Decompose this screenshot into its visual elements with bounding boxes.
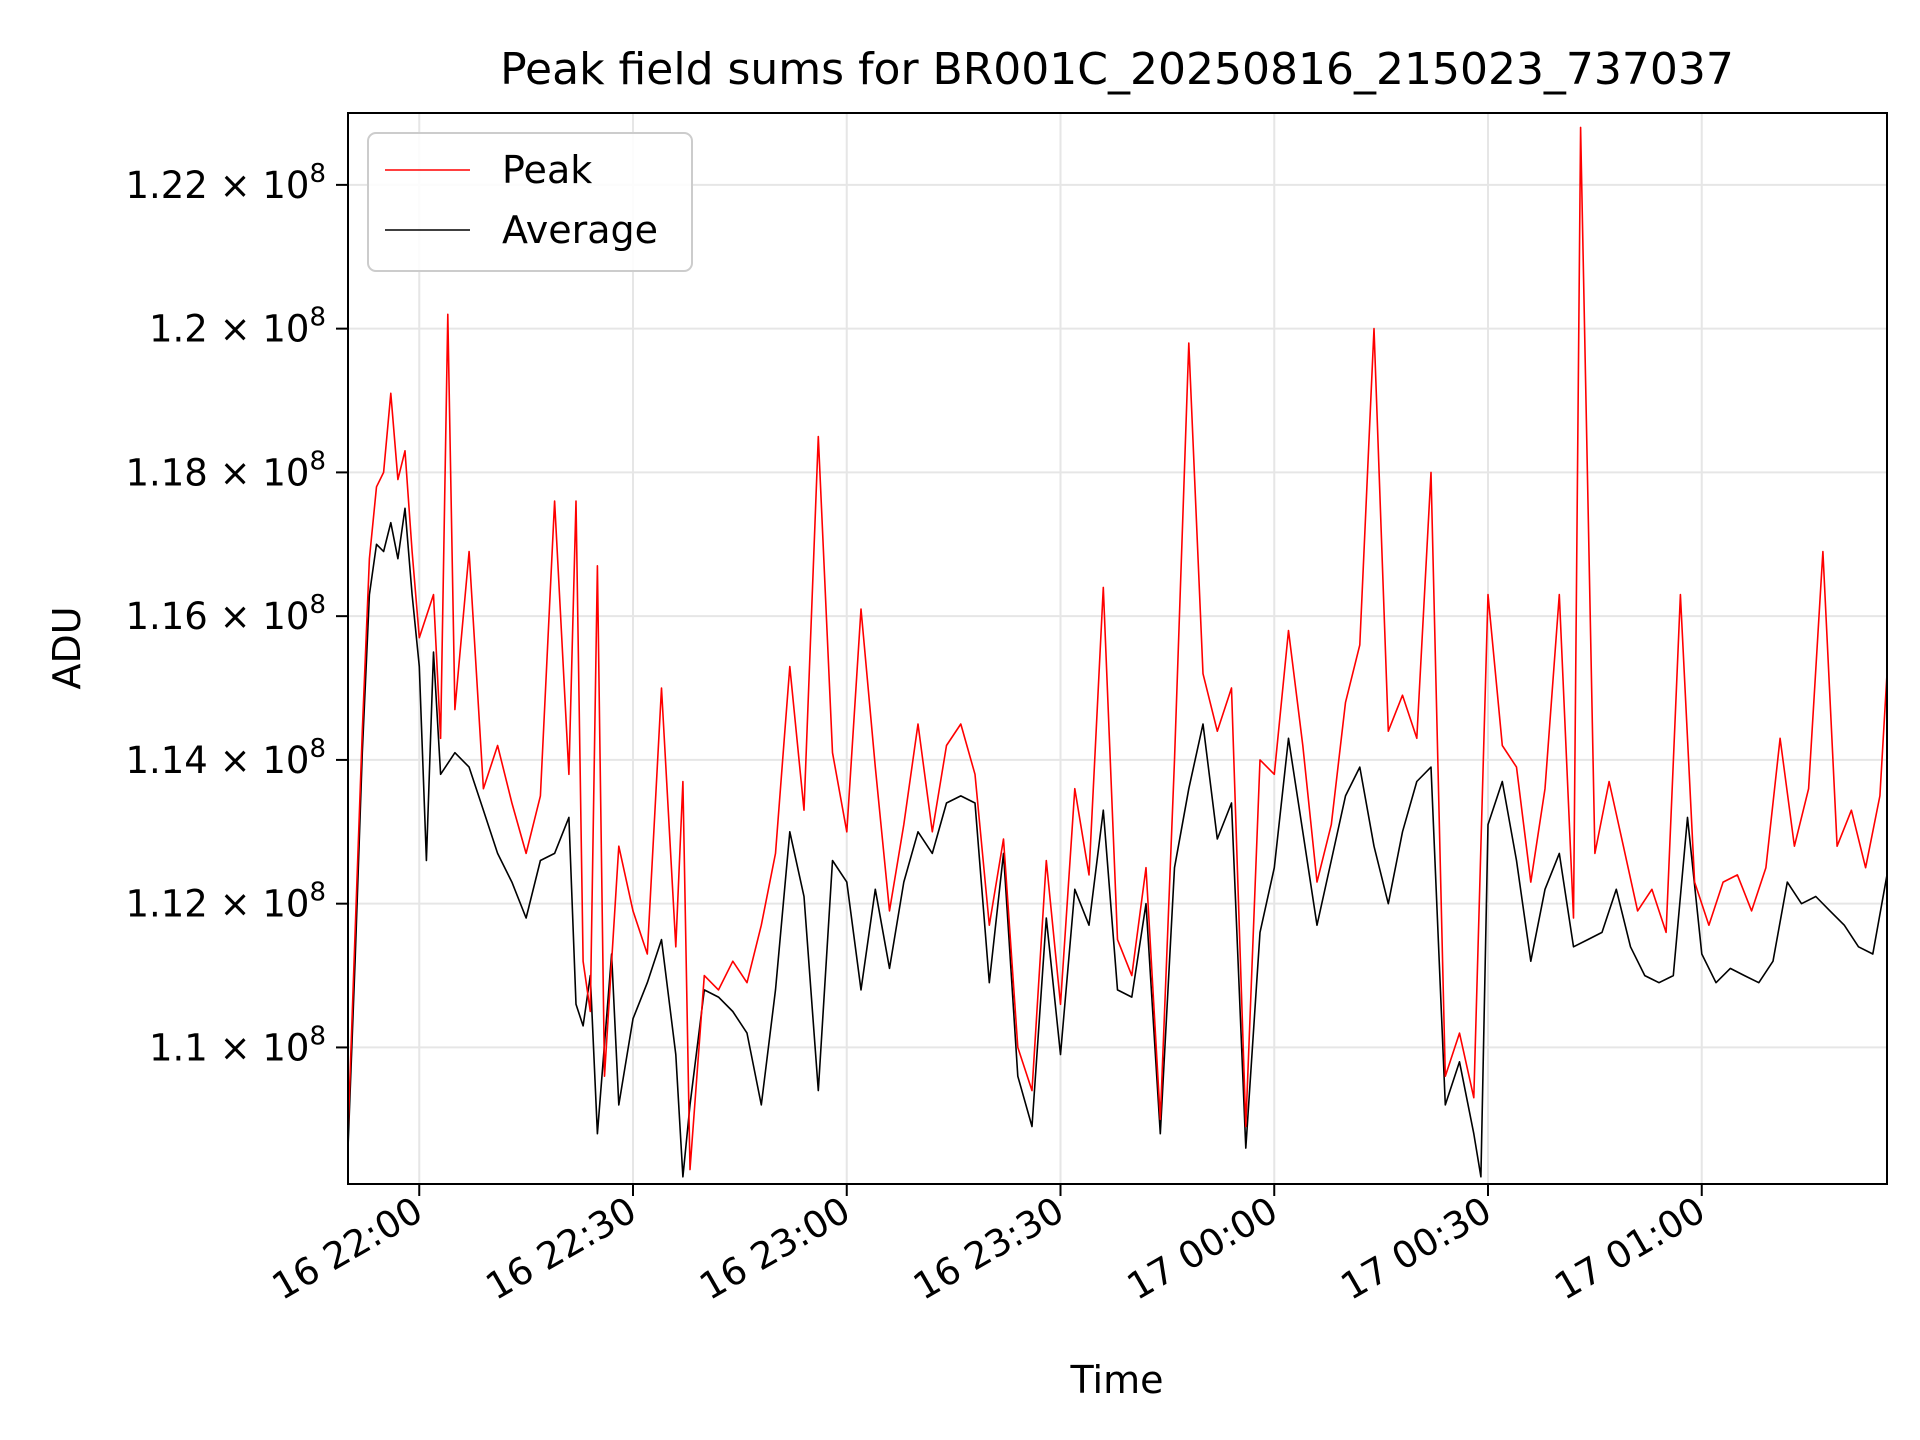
y-tick-label: 1.18 × 108 (125, 446, 326, 494)
y-tick-mantissa: 1.12 (125, 883, 207, 926)
series-line-average (347, 507, 1888, 1178)
chart-title: Peak field sums for BR001C_20250816_2150… (500, 44, 1734, 95)
y-tick-exponent: 8 (309, 1021, 326, 1051)
y-tick-exponent: 8 (309, 159, 326, 189)
y-tick-label: 1.16 × 108 (125, 590, 326, 638)
plot-series (347, 126, 1888, 1178)
y-tick-mantissa: 1.16 (125, 595, 207, 638)
legend-box (367, 132, 693, 272)
legend-label-peak: Peak (502, 148, 592, 192)
y-tick-exponent: 8 (309, 446, 326, 476)
y-tick-mantissa: 1.1 (149, 1026, 208, 1069)
plot-frame (347, 112, 1888, 1185)
y-tick-exponent: 8 (309, 734, 326, 764)
legend-label-average: Average (502, 208, 658, 252)
legend: Peak Average (367, 132, 693, 272)
x-axis-label: Time (1070, 1358, 1164, 1402)
y-axis-label: ADU (45, 606, 89, 689)
y-tick-label: 1.2 × 108 (149, 303, 326, 351)
y-tick-label: 1.22 × 108 (125, 159, 326, 207)
y-tick-label: 1.14 × 108 (125, 734, 326, 782)
series-line-peak (347, 126, 1888, 1171)
y-tick-mantissa: 1.2 (149, 308, 208, 351)
y-tick-mantissa: 1.14 (125, 739, 207, 782)
y-tick-exponent: 8 (309, 303, 326, 333)
y-tick-label: 1.12 × 108 (125, 878, 326, 926)
y-tick-mantissa: 1.22 (125, 164, 207, 207)
y-tick-exponent: 8 (309, 590, 326, 620)
y-tick-exponent: 8 (309, 878, 326, 908)
y-tick-mantissa: 1.18 (125, 451, 207, 494)
y-tick-label: 1.1 × 108 (149, 1021, 326, 1069)
